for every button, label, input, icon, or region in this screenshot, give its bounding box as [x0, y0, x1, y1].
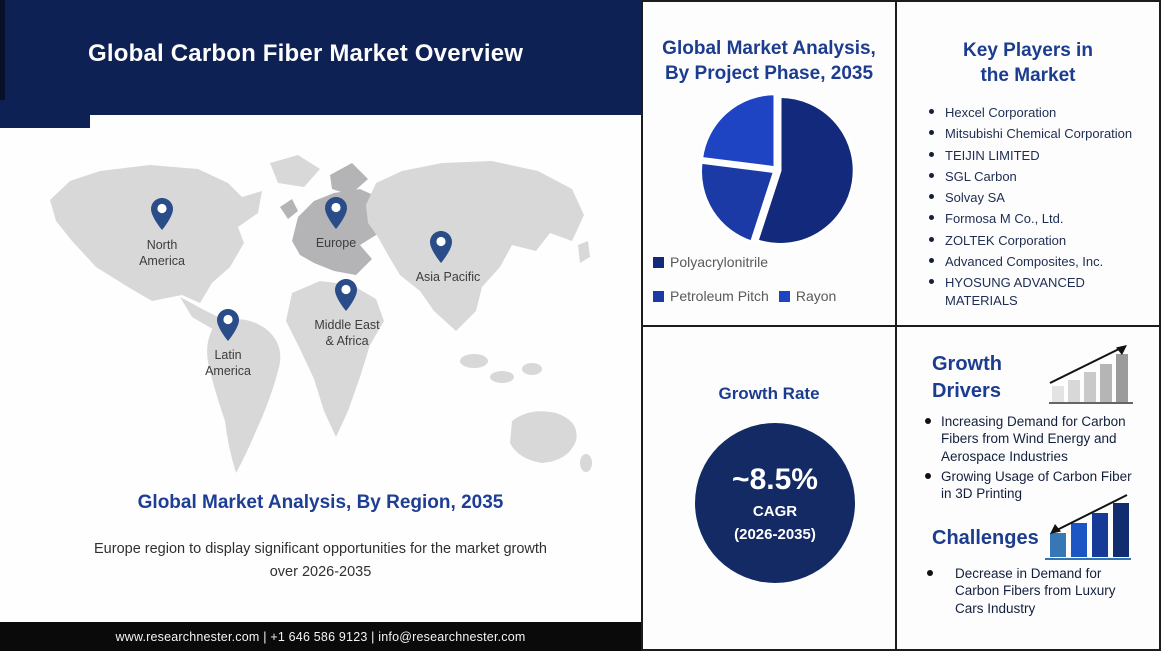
pie-slice-polyacrylonitrile [755, 94, 856, 246]
map-label-europe: Europe [315, 236, 357, 250]
pie-panel-title: Global Market Analysis, By Project Phase… [662, 38, 876, 85]
growth-drivers-list: Increasing Demand for Carbon Fibers from… [925, 413, 1143, 505]
footer-contact-text: www.researchnester.com | +1 646 586 9123… [115, 629, 526, 644]
list-item: Solvay SA [928, 189, 1150, 206]
growth-rate-panel: Growth Rate ~8.5% CAGR (2026-2035) [643, 327, 895, 649]
island-se-asia-3 [522, 363, 542, 375]
world-map-svg [50, 155, 592, 473]
growth-drivers-title: Growth Drivers [932, 353, 1002, 402]
header-edge-accent [0, 0, 5, 100]
list-item: Increasing Demand for Carbon Fibers from… [925, 413, 1143, 465]
island-japan [578, 241, 590, 263]
growth-rate-title: Growth Rate [718, 384, 820, 403]
growth-rate-circle: ~8.5% CAGR (2026-2035) [695, 423, 855, 583]
pie-slice-petroleum-pitch [699, 160, 776, 244]
list-item: Hexcel Corporation [928, 104, 1150, 121]
header-band [0, 0, 641, 115]
list-item: TEIJIN LIMITED [928, 147, 1150, 164]
map-pin-latin-america [217, 309, 239, 341]
list-item: Mitsubishi Chemical Corporation [928, 125, 1150, 142]
legend-swatch [778, 290, 790, 302]
map-label-north-america: North America [139, 238, 185, 268]
right-grid: Global Market Analysis, By Project Phase… [641, 0, 1161, 651]
legend-swatch [653, 290, 664, 302]
continent-australia [510, 411, 577, 463]
left-section: Global Carbon Fiber Market Overview [0, 0, 641, 651]
continent-africa [286, 281, 384, 437]
challenges-list: Decrease in Demand for Carbon Fibers fro… [927, 565, 1127, 620]
island-se-asia-1 [460, 354, 488, 368]
continent-north-america [50, 165, 262, 303]
map-pin-north-america [151, 198, 173, 230]
header-step [0, 115, 90, 128]
continent-central-america [180, 297, 226, 331]
world-map [30, 145, 610, 480]
region-scandinavia [330, 163, 368, 195]
challenges-title: Challenges [932, 527, 1039, 549]
legend-label: Petroleum Pitch [670, 288, 769, 304]
cagr-value: ~8.5% [732, 462, 818, 496]
key-players-panel: Key Players in the Market Hexcel Corpora… [897, 2, 1159, 325]
map-label-asia-pacific: Asia Pacific [415, 270, 481, 284]
continent-asia [366, 161, 584, 331]
legend-label: Rayon [795, 288, 837, 304]
growth-bar-chart-icon [1049, 345, 1133, 404]
region-analysis-title: Global Market Analysis, By Region, 2035 [137, 492, 504, 513]
map-pin-asia-pacific [430, 231, 452, 263]
page-title: Global Carbon Fiber Market Overview [88, 40, 524, 67]
map-label-latin-america: Latin America [205, 348, 251, 378]
continent-south-america [207, 319, 281, 473]
island-se-asia-2 [490, 371, 514, 383]
drivers-challenges-panel: Growth Drivers Increasing Demand for Car… [897, 327, 1159, 649]
cagr-label: CAGR [752, 503, 798, 521]
pie-slice-rayon [700, 92, 777, 170]
challenges-bar-chart-icon [1045, 494, 1131, 560]
pie-chart [699, 92, 856, 246]
list-item: Decrease in Demand for Carbon Fibers fro… [927, 565, 1127, 617]
legend-item-polyacrylonitrile: Polyacrylonitrile [653, 254, 768, 270]
region-analysis-subtitle: Europe region to display significant opp… [94, 541, 547, 581]
legend-item-petroleum-pitch: Petroleum Pitch [653, 288, 769, 304]
legend-label: Polyacrylonitrile [670, 254, 769, 270]
list-item: Growing Usage of Carbon Fiber in 3D Prin… [925, 468, 1143, 503]
key-players-list: Hexcel Corporation Mitsubishi Chemical Co… [928, 104, 1150, 313]
list-item: ZOLTEK Corporation [928, 232, 1150, 249]
map-pin-europe [325, 197, 347, 229]
pie-legend: Polyacrylonitrile Petroleum Pitch Rayon [653, 254, 889, 304]
legend-item-rayon: Rayon [778, 288, 837, 304]
list-item: Formosa M Co., Ltd. [928, 210, 1150, 227]
legend-swatch [653, 256, 664, 268]
map-pin-middle-east-africa [335, 279, 357, 311]
cagr-period: (2026-2035) [734, 526, 816, 544]
island-new-zealand [580, 454, 592, 472]
list-item: SGL Carbon [928, 168, 1150, 185]
list-item: Advanced Composites, Inc. [928, 253, 1150, 270]
pie-panel: Global Market Analysis, By Project Phase… [643, 2, 895, 325]
map-label-middle-east-africa: Middle East & Africa [314, 318, 380, 348]
island-greenland [270, 155, 320, 187]
footer-bar: www.researchnester.com | +1 646 586 9123… [0, 622, 641, 651]
key-players-title: Key Players in the Market [963, 40, 1093, 87]
island-uk [280, 199, 298, 219]
list-item: HYOSUNG ADVANCED MATERIALS [928, 274, 1150, 309]
